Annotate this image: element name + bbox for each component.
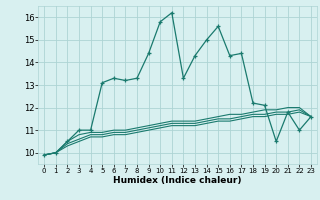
X-axis label: Humidex (Indice chaleur): Humidex (Indice chaleur) xyxy=(113,176,242,185)
